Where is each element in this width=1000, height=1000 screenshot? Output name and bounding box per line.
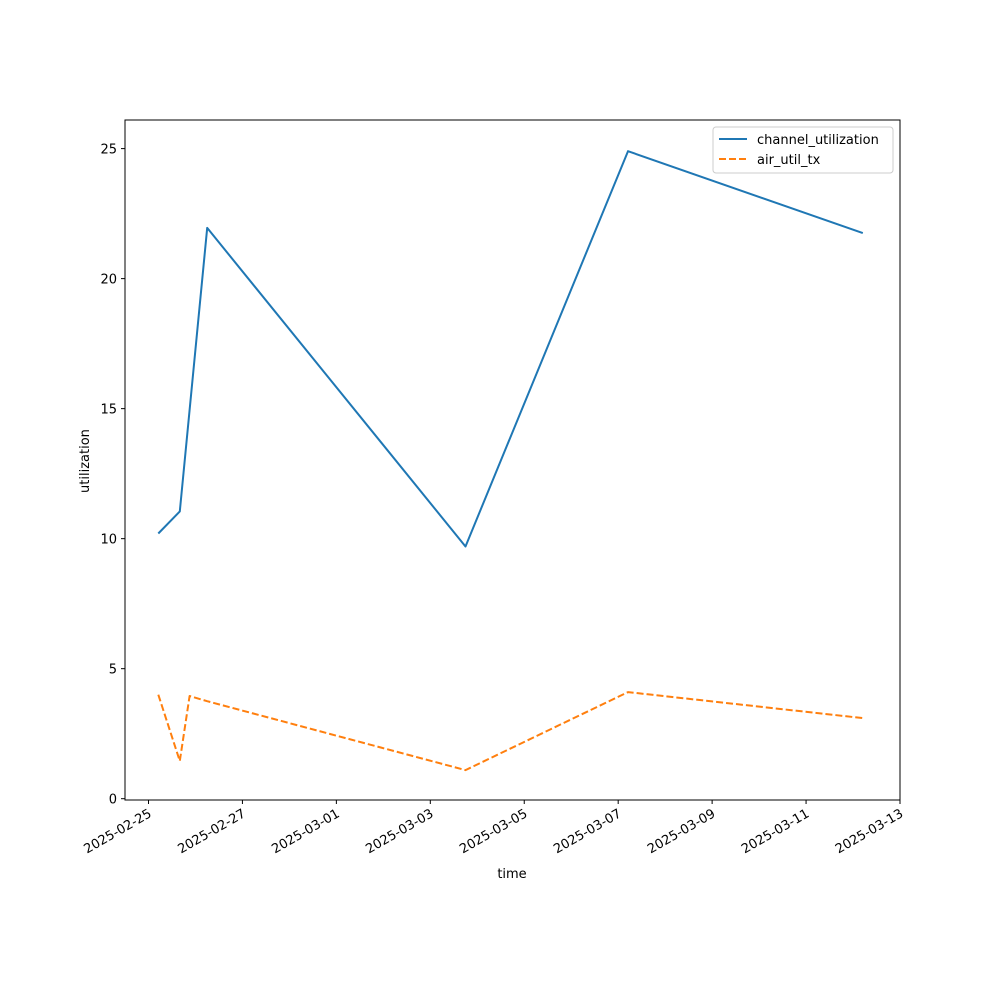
y-tick-label: 15 <box>100 403 117 418</box>
series-line-air-util-tx <box>157 691 863 772</box>
plot-area: 2025-02-25 2025-02-27 2025-03-01 2025-03-03… <box>82 119 906 857</box>
y-tick-label: 0 <box>109 793 117 808</box>
plot-frame <box>124 119 901 801</box>
x-axis: 2025-02-25 2025-02-27 2025-03-01 2025-03-03… <box>82 800 906 857</box>
legend-label: air_util_tx <box>757 153 821 168</box>
x-tick-label: 2025-03-01 <box>269 806 342 857</box>
legend: channel_utilization air_util_tx <box>712 126 894 174</box>
y-axis: 0 5 10 15 20 25 <box>100 143 125 808</box>
x-tick-label: 2025-03-09 <box>645 806 718 857</box>
x-tick-label: 2025-02-27 <box>175 806 248 857</box>
x-tick-label: 2025-03-13 <box>833 806 906 857</box>
y-tick-label: 25 <box>100 143 117 158</box>
y-axis-label: utilization <box>78 429 93 493</box>
x-axis-label: time <box>497 867 526 882</box>
legend-label: channel_utilization <box>757 133 879 148</box>
y-tick-label: 20 <box>100 273 117 288</box>
y-tick-label: 5 <box>109 663 117 678</box>
x-tick-label: 2025-03-11 <box>739 806 812 857</box>
legend-box <box>712 126 894 174</box>
x-tick-label: 2025-03-03 <box>363 806 436 857</box>
x-tick-label: 2025-03-07 <box>551 806 624 857</box>
series-line-channel-utilization <box>157 150 864 548</box>
x-tick-label: 2025-03-05 <box>457 806 530 857</box>
series-layer <box>157 150 864 772</box>
y-tick-label: 10 <box>100 533 117 548</box>
x-tick-label: 2025-02-25 <box>82 806 155 857</box>
